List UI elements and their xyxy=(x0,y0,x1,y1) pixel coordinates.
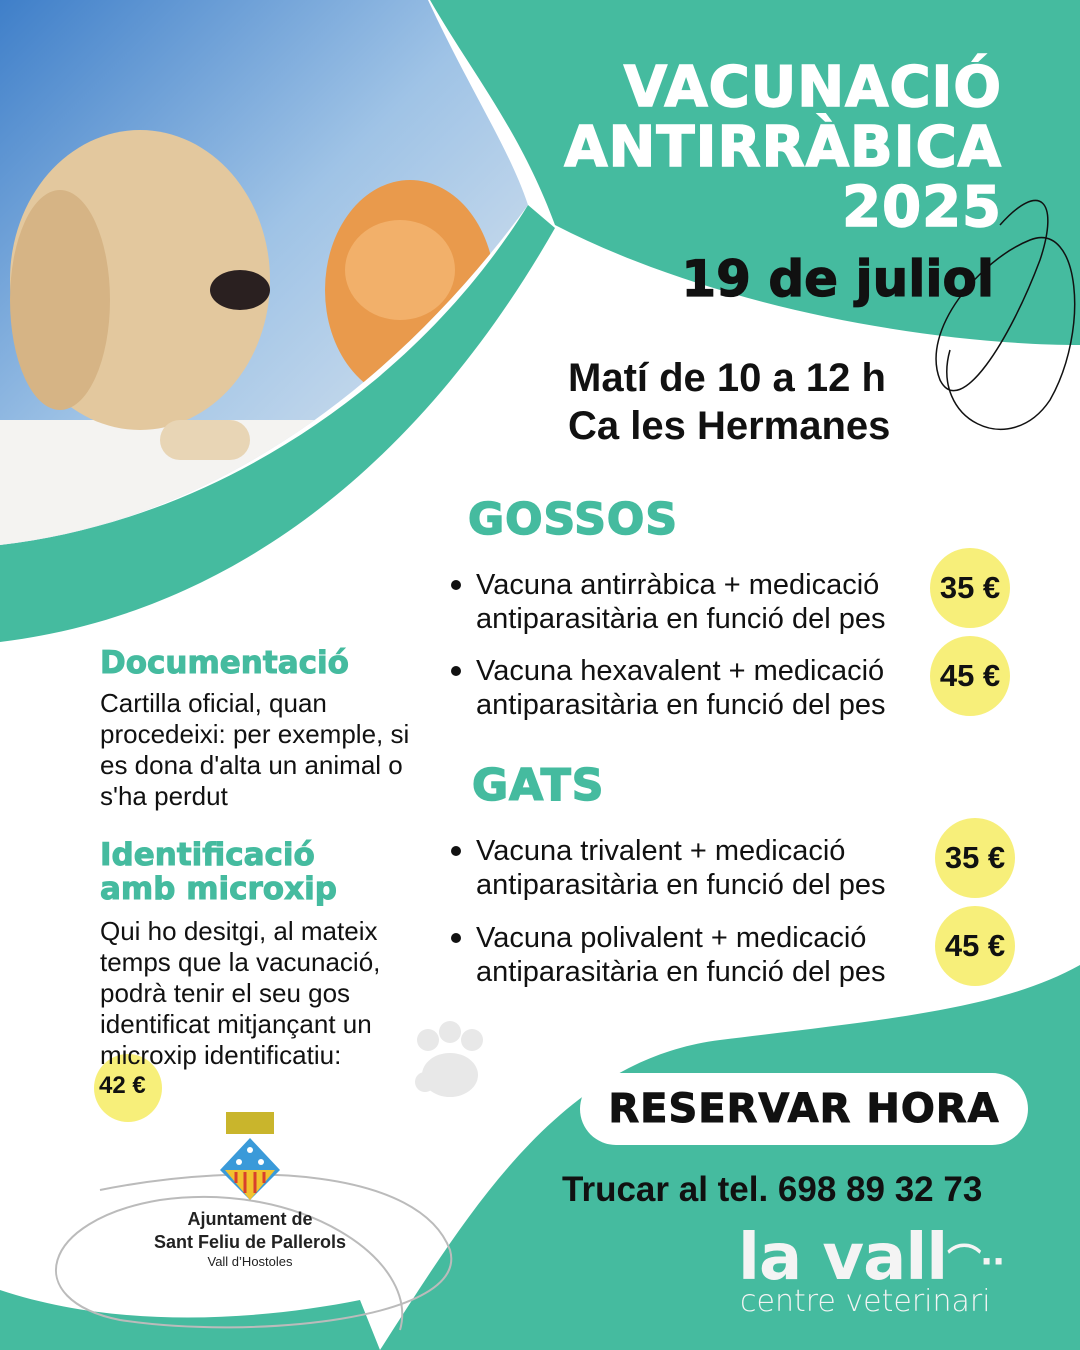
price-badge: 45 € xyxy=(930,636,1010,716)
paw-icon xyxy=(415,1021,483,1097)
teal-top-blob xyxy=(430,0,1080,345)
brand-name: la vall xyxy=(738,1221,948,1295)
phone-number: Trucar al tel. 698 89 32 73 xyxy=(562,1170,983,1209)
microchip-text: Qui ho desitgi, al mateix temps que la v… xyxy=(100,916,381,1070)
heading-line: Identificació xyxy=(100,837,316,873)
documentation-heading: Documentació xyxy=(100,645,350,681)
item-line: antiparasitària en funció del pes xyxy=(476,689,886,721)
cats-heading: GATS xyxy=(471,759,605,812)
teal-bottom-left xyxy=(0,1290,380,1350)
sponsor-name: Ajuntament de Sant Feliu de Pallerols Va… xyxy=(120,1208,380,1270)
item-line: Vacuna antirràbica + medicació xyxy=(476,569,880,601)
cat-item: Vacuna polivalent + medicació antiparasit… xyxy=(448,921,918,989)
sponsor-subtitle: Vall d’Hostoles xyxy=(207,1254,293,1269)
brand-logo: la vall⌒·· xyxy=(738,1226,1005,1294)
poster-title: VACUNACIÓ ANTIRRÀBICA 2025 xyxy=(563,55,1002,240)
price-badge: 35 € xyxy=(930,548,1010,628)
item-line: antiparasitària en funció del pes xyxy=(476,603,886,635)
item-line: Vacuna hexavalent + medicació xyxy=(476,655,885,687)
schedule-place: Ca les Hermanes xyxy=(568,404,891,448)
sponsor-line: Sant Feliu de Pallerols xyxy=(153,1232,347,1252)
teal-bottom-blob xyxy=(380,965,1080,1350)
microchip-heading: Identificació amb microxip xyxy=(100,837,338,907)
reserve-button[interactable]: RESERVAR HORA xyxy=(580,1073,1028,1145)
dog-item: Vacuna hexavalent + medicació antiparasit… xyxy=(448,654,918,722)
decorative-scribble xyxy=(935,199,1076,430)
documentation-text: Cartilla oficial, quan procedeixi: per e… xyxy=(100,688,410,811)
cat-item: Vacuna trivalent + medicació antiparasità… xyxy=(448,834,918,902)
heading-line: amb microxip xyxy=(100,871,338,907)
dog-item: Vacuna antirràbica + medicació antiparasi… xyxy=(448,568,918,636)
teal-left-band xyxy=(0,205,555,642)
item-line: antiparasitària en funció del pes xyxy=(476,869,886,901)
decorative-scribble-gray xyxy=(55,1173,453,1331)
schedule: Matí de 10 a 12 h Ca les Hermanes xyxy=(568,354,890,450)
title-line-1: VACUNACIÓ xyxy=(623,55,1002,120)
item-line: Vacuna polivalent + medicació xyxy=(476,922,867,954)
title-line-2: ANTIRRÀBICA xyxy=(563,115,1002,180)
coat-of-arms-icon xyxy=(220,1112,280,1200)
sponsor-line: Ajuntament de xyxy=(187,1209,313,1229)
cat-face-icon: ⌒·· xyxy=(947,1242,1005,1282)
item-line: Vacuna trivalent + medicació xyxy=(476,835,846,867)
microchip-price-badge: 42 € xyxy=(94,1054,162,1122)
price-badge: 35 € xyxy=(935,818,1015,898)
brand-tagline: centre veterinari xyxy=(740,1284,991,1319)
event-date: 19 de juliol xyxy=(681,249,995,308)
title-line-year: 2025 xyxy=(841,175,1002,240)
dogs-heading: GOSSOS xyxy=(467,493,679,546)
schedule-time: Matí de 10 a 12 h xyxy=(568,356,886,400)
price-badge: 45 € xyxy=(935,906,1015,986)
item-line: antiparasitària en funció del pes xyxy=(476,956,886,988)
